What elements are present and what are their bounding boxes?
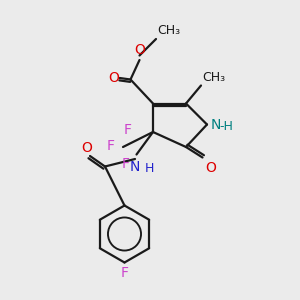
Text: H: H	[145, 162, 154, 175]
Text: O: O	[82, 140, 92, 154]
Text: O: O	[205, 160, 216, 175]
Text: F: F	[124, 122, 131, 136]
Text: -H: -H	[220, 120, 233, 134]
Text: N: N	[211, 118, 221, 132]
Text: F: F	[122, 158, 130, 172]
Text: CH₃: CH₃	[158, 24, 181, 37]
Text: CH₃: CH₃	[202, 71, 226, 84]
Text: O: O	[135, 43, 146, 57]
Text: O: O	[109, 71, 119, 85]
Text: N: N	[130, 160, 140, 174]
Text: F: F	[106, 139, 114, 152]
Text: F: F	[121, 266, 128, 280]
